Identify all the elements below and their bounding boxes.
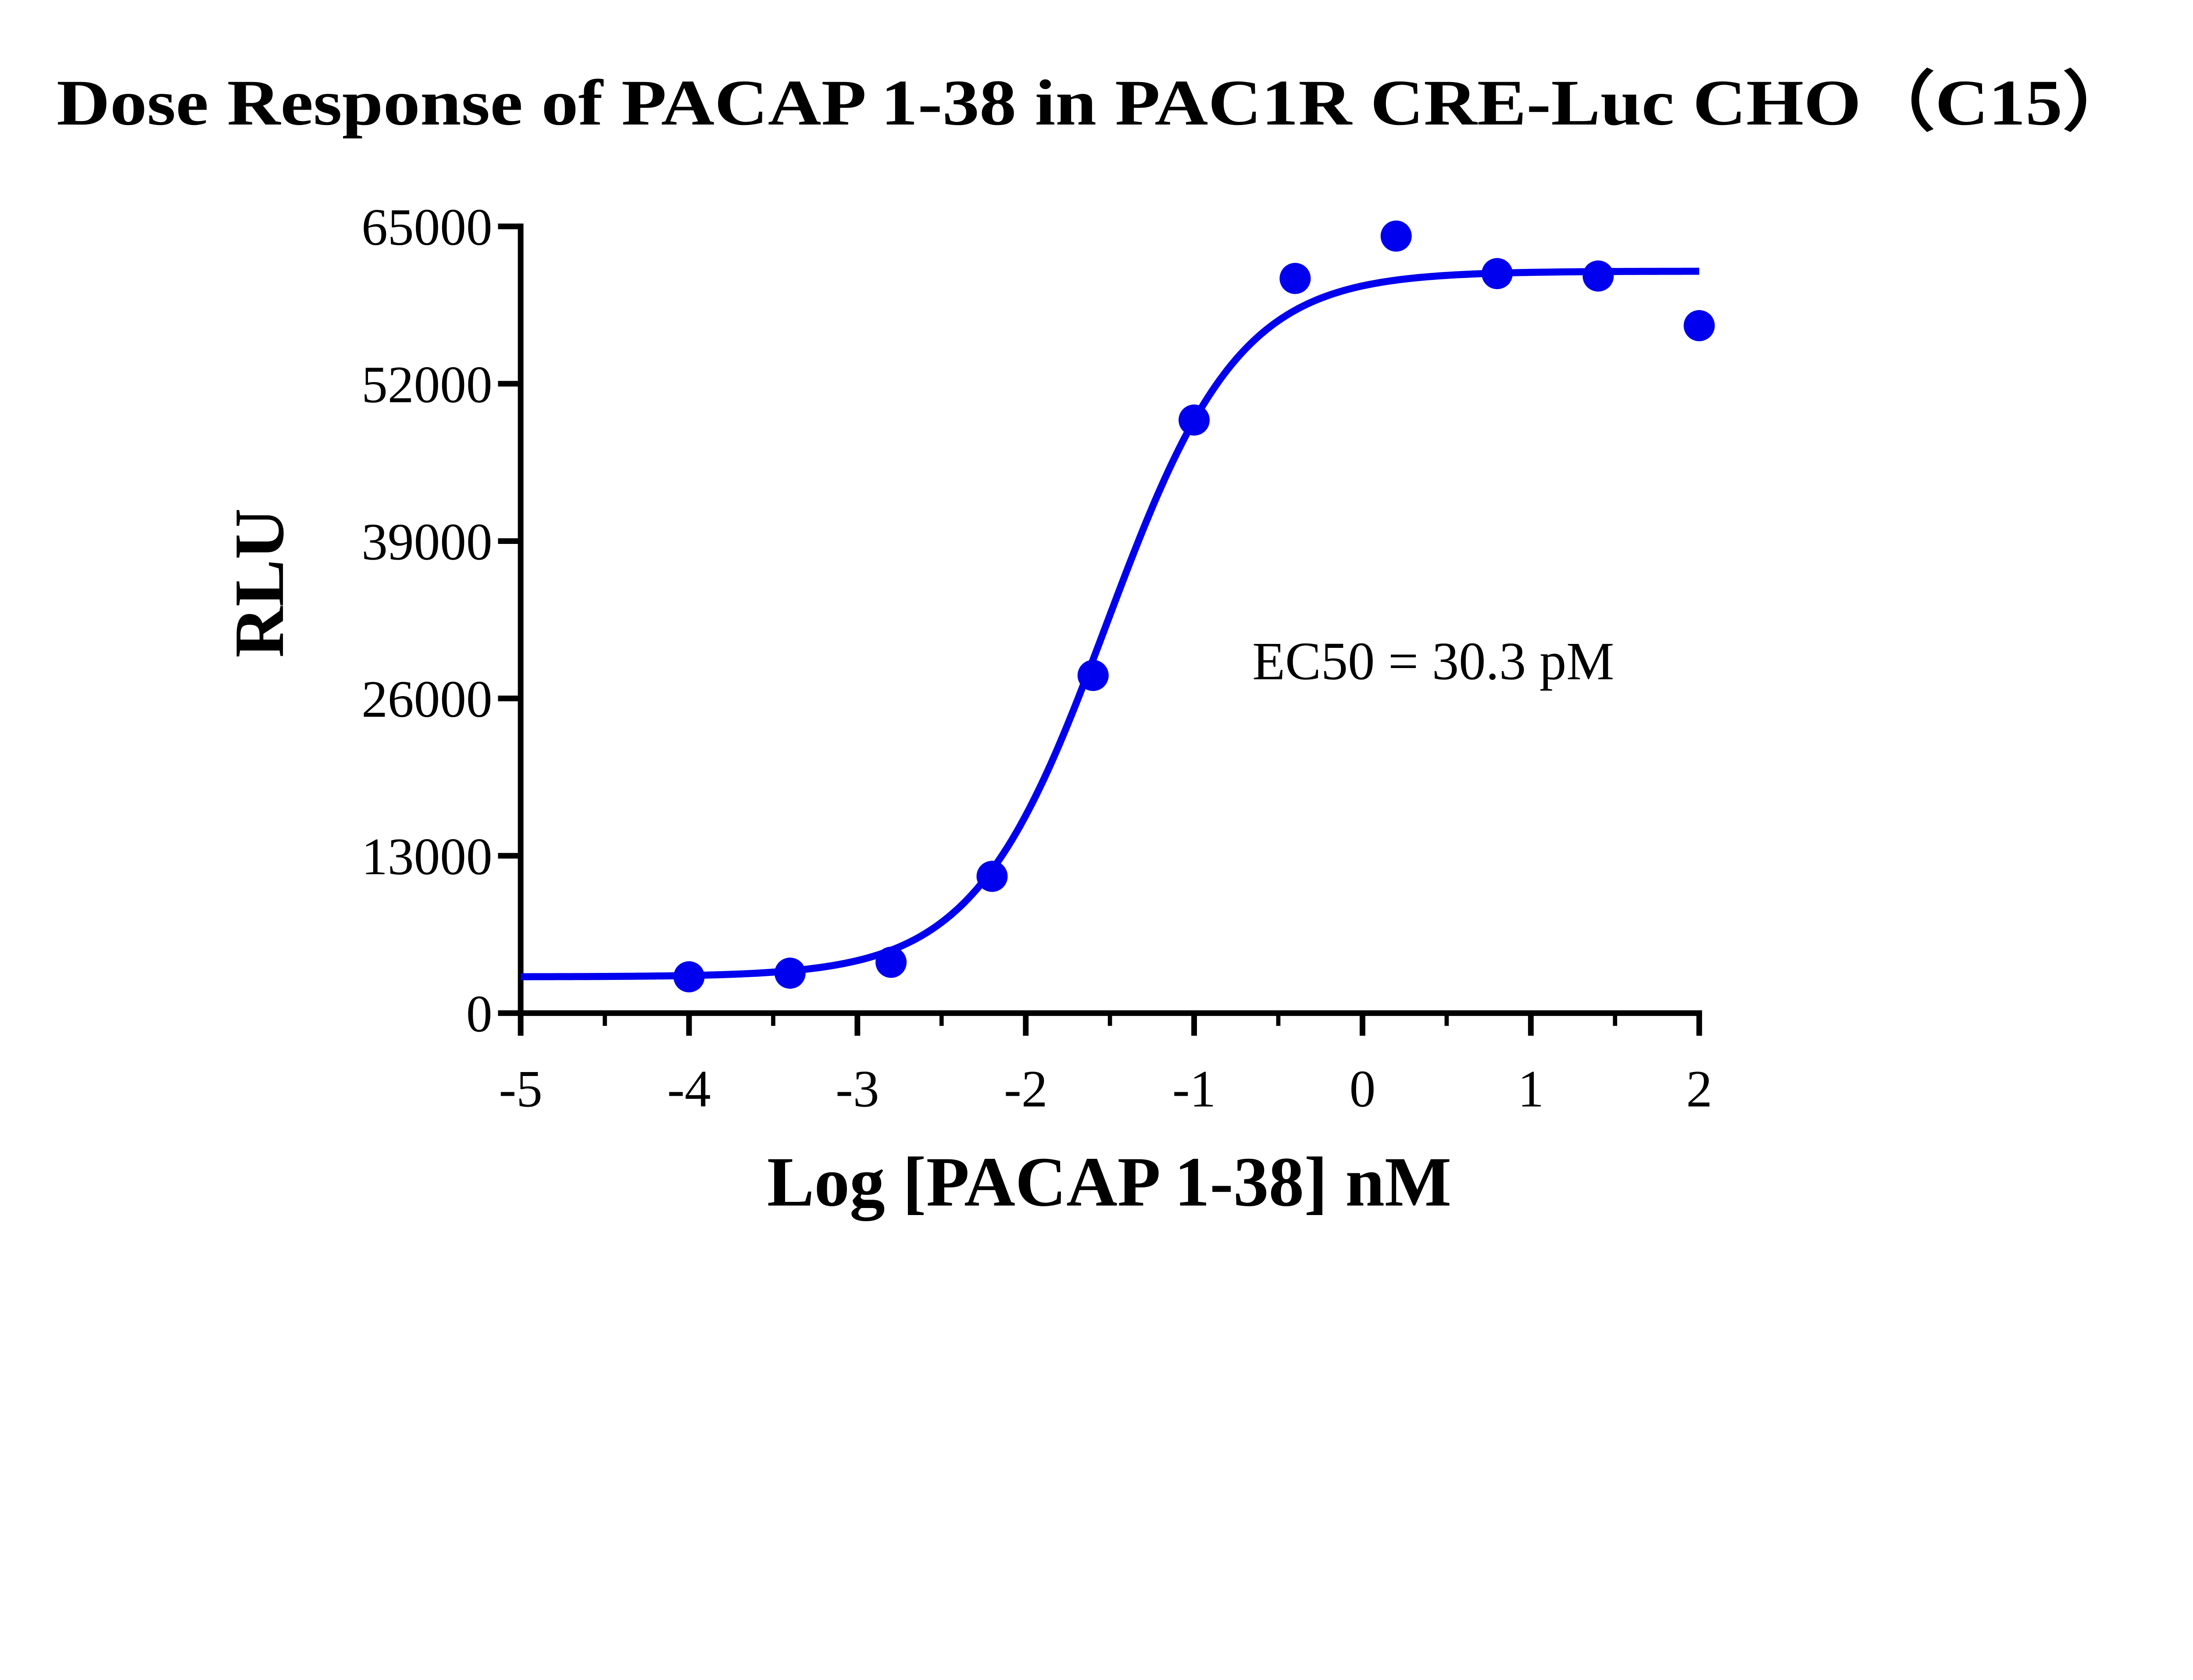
y-tick-label: 39000 (361, 513, 492, 571)
x-tick-label: 2 (1686, 1060, 1712, 1118)
data-point (1683, 310, 1715, 341)
y-axis-label: RLU (220, 508, 298, 658)
y-tick-label: 52000 (361, 356, 492, 414)
x-tick-label: -1 (1172, 1060, 1216, 1118)
data-point (1077, 660, 1109, 691)
y-tick-label: 13000 (361, 828, 492, 886)
ec50-annotation: EC50 = 30.3 pM (1252, 631, 1614, 691)
dose-response-chart: Dose Response of PACAP 1-38 in PAC1R CRE… (57, 67, 2136, 1222)
data-point (774, 958, 806, 989)
chart-title: Dose Response of PACAP 1-38 in PAC1R CRE… (57, 67, 2136, 139)
data-point (976, 861, 1008, 892)
data-point (673, 961, 705, 993)
data-point (1179, 404, 1210, 436)
y-tick-label: 0 (466, 985, 493, 1043)
data-point (1582, 260, 1614, 292)
data-point (1279, 263, 1311, 294)
x-tick-label: -3 (836, 1060, 879, 1118)
x-tick-label: -5 (499, 1060, 542, 1118)
y-tick-label: 65000 (361, 198, 492, 256)
plot-area: -5 -4 -3 -2 -1 0 1 2 0 13000 26000 39000 52000 65000 (361, 198, 1715, 1118)
fit-curve (521, 268, 1700, 980)
x-tick-label: -2 (1004, 1060, 1047, 1118)
y-tick-label: 26000 (361, 670, 492, 728)
x-tick-label: 1 (1518, 1060, 1544, 1118)
data-point (1482, 258, 1513, 290)
x-tick-label: 0 (1350, 1060, 1376, 1118)
x-tick-label: -4 (667, 1060, 711, 1118)
data-point (1380, 220, 1412, 252)
x-axis-label: Log [PACAP 1-38] nM (767, 1142, 1451, 1221)
data-point (875, 947, 907, 978)
